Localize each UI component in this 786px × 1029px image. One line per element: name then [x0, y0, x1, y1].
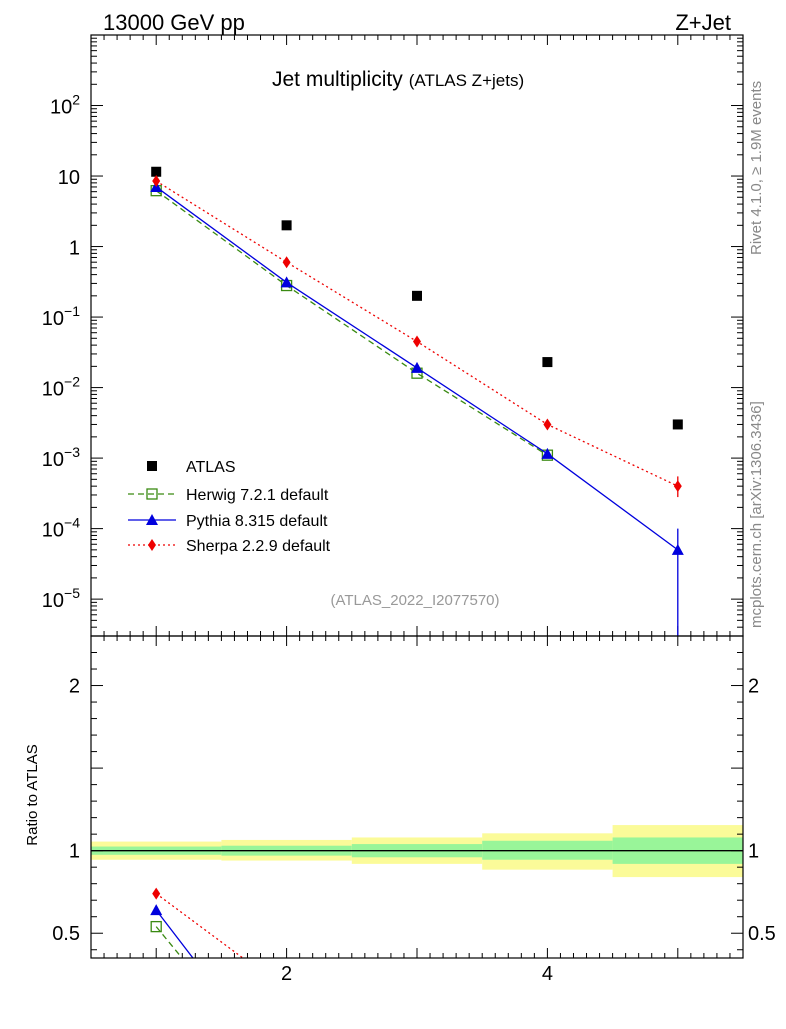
point-sherpa: [413, 335, 421, 348]
series-pythia: [150, 180, 684, 636]
point-sherpa: [673, 480, 682, 493]
mcplots-reference-label: mcplots.cern.ch [arXiv:1306.3436]: [748, 401, 765, 628]
legend-label: ATLAS: [186, 459, 236, 476]
main-panel: 10−5 10−4 10−3 10−2 10−1 1 10 102 Jet multiplici…: [42, 34, 744, 637]
ratio-series-sherpa: [152, 887, 244, 958]
ratio-point-pythia: [150, 904, 163, 916]
series-line-herwig: [155, 190, 548, 456]
collision-energy-label: 13000 GeV pp: [103, 10, 245, 35]
y-tick-label: 10: [58, 167, 80, 189]
point-sherpa: [543, 418, 552, 431]
y-tick-label: 102: [50, 92, 80, 119]
ratio-y-tick-label-right: 2: [748, 676, 759, 698]
ratio-y-tick-label-right: 0.5: [748, 923, 776, 945]
y-tick-label: 10−1: [42, 303, 80, 330]
legend-item-atlas: ATLAS: [147, 459, 236, 476]
point-pythia: [411, 361, 423, 373]
y-tick-label: 10−3: [42, 444, 80, 471]
ratio-y-tick-label: 1: [69, 841, 80, 863]
process-label: Z+Jet: [675, 10, 731, 35]
ratio-frame: [90, 635, 744, 959]
series-atlas: [151, 166, 683, 430]
point-pythia: [541, 447, 554, 459]
y-tick-label: 10−5: [42, 585, 80, 612]
point-sherpa: [152, 175, 161, 188]
ratio-y-tick-label: 2: [69, 676, 80, 698]
x-tick-label: 2: [281, 963, 292, 985]
ratio-line-sherpa: [155, 893, 244, 958]
y-tick-label: 10−2: [42, 374, 80, 401]
ratio-panel: 2 4 0.5 0.5 1 1 2 2 Ratio to ATLAS: [24, 635, 776, 985]
legend-item-sherpa: Sherpa 2.2.9 default: [128, 538, 331, 555]
legend-marker-pythia: [146, 514, 158, 525]
point-atlas: [412, 290, 422, 301]
point-atlas: [281, 220, 292, 231]
legend-item-herwig: Herwig 7.2.1 default: [128, 487, 329, 504]
ratio-y-tick-label: 0.5: [52, 923, 80, 945]
legend-item-pythia: Pythia 8.315 default: [128, 513, 328, 530]
x-tick-label: 4: [542, 963, 553, 985]
legend-label: Herwig 7.2.1 default: [186, 487, 329, 504]
ratio-y-tick-label-right: 1: [748, 841, 759, 863]
ratio-point-sherpa: [152, 887, 161, 900]
ratio-content: [91, 825, 743, 958]
legend: ATLAS Herwig 7.2.1 default Pythia 8.315 de…: [128, 459, 331, 555]
point-pythia: [280, 276, 293, 288]
ratio-line-pythia: [155, 909, 194, 958]
legend-marker-herwig: [146, 488, 158, 500]
series-line-sherpa: [155, 180, 679, 487]
chart-title: Jet multiplicity (ATLAS Z+jets): [272, 68, 524, 91]
ratio-line-herwig: [155, 926, 183, 958]
point-atlas: [151, 166, 162, 177]
ratio-series-pythia: [150, 904, 194, 958]
legend-marker-atlas: [147, 461, 157, 471]
series-sherpa: [152, 175, 682, 498]
point-atlas: [542, 357, 553, 368]
y-tick-label: 10−4: [42, 515, 80, 542]
point-sherpa: [282, 256, 291, 269]
point-atlas: [672, 419, 683, 430]
analysis-watermark: (ATLAS_2022_I2077570): [330, 592, 499, 609]
legend-marker-sherpa: [148, 539, 156, 551]
legend-label: Sherpa 2.2.9 default: [186, 538, 331, 555]
ratio-point-herwig: [150, 920, 162, 933]
point-pythia: [671, 543, 684, 555]
y-tick-label: 1: [69, 238, 80, 260]
rivet-version-label: Rivet 4.1.0, ≥ 1.9M events: [748, 81, 765, 255]
legend-label: Pythia 8.315 default: [186, 513, 328, 530]
ratio-series-herwig: [150, 920, 183, 958]
ratio-axis-label: Ratio to ATLAS: [24, 744, 41, 845]
